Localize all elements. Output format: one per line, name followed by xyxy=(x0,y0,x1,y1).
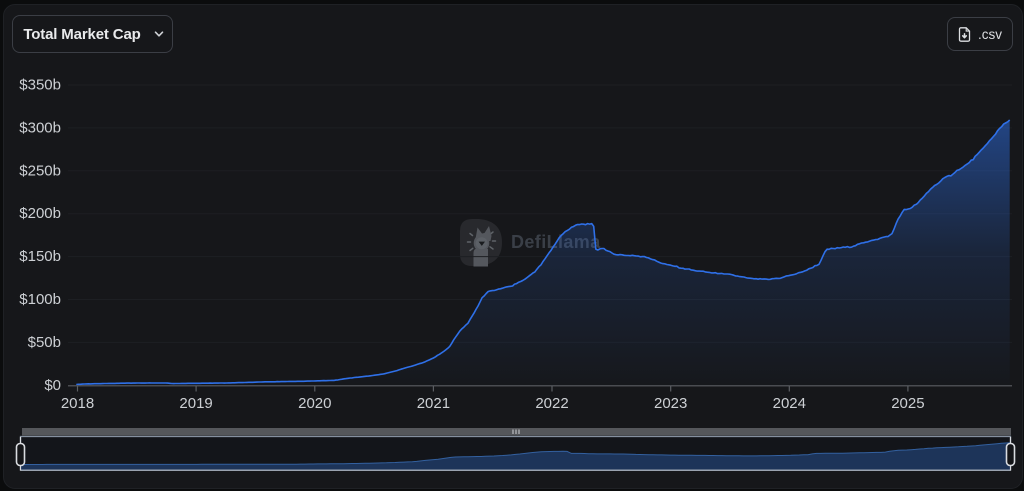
svg-text:2020: 2020 xyxy=(298,395,331,412)
svg-text:2025: 2025 xyxy=(891,395,924,412)
svg-text:2018: 2018 xyxy=(61,395,94,412)
svg-text:$200b: $200b xyxy=(19,205,61,222)
svg-text:$300b: $300b xyxy=(19,119,61,136)
svg-text:2024: 2024 xyxy=(773,395,806,412)
svg-text:$250b: $250b xyxy=(19,162,61,179)
svg-text:2019: 2019 xyxy=(179,395,212,412)
svg-text:$350b: $350b xyxy=(19,77,61,94)
svg-text:2022: 2022 xyxy=(535,395,568,412)
svg-text:$150b: $150b xyxy=(19,248,61,265)
svg-text:2021: 2021 xyxy=(417,395,450,412)
svg-text:$100b: $100b xyxy=(19,291,61,308)
svg-text:2023: 2023 xyxy=(654,395,687,412)
svg-text:$50b: $50b xyxy=(28,334,61,351)
svg-text:$0: $0 xyxy=(44,377,61,394)
